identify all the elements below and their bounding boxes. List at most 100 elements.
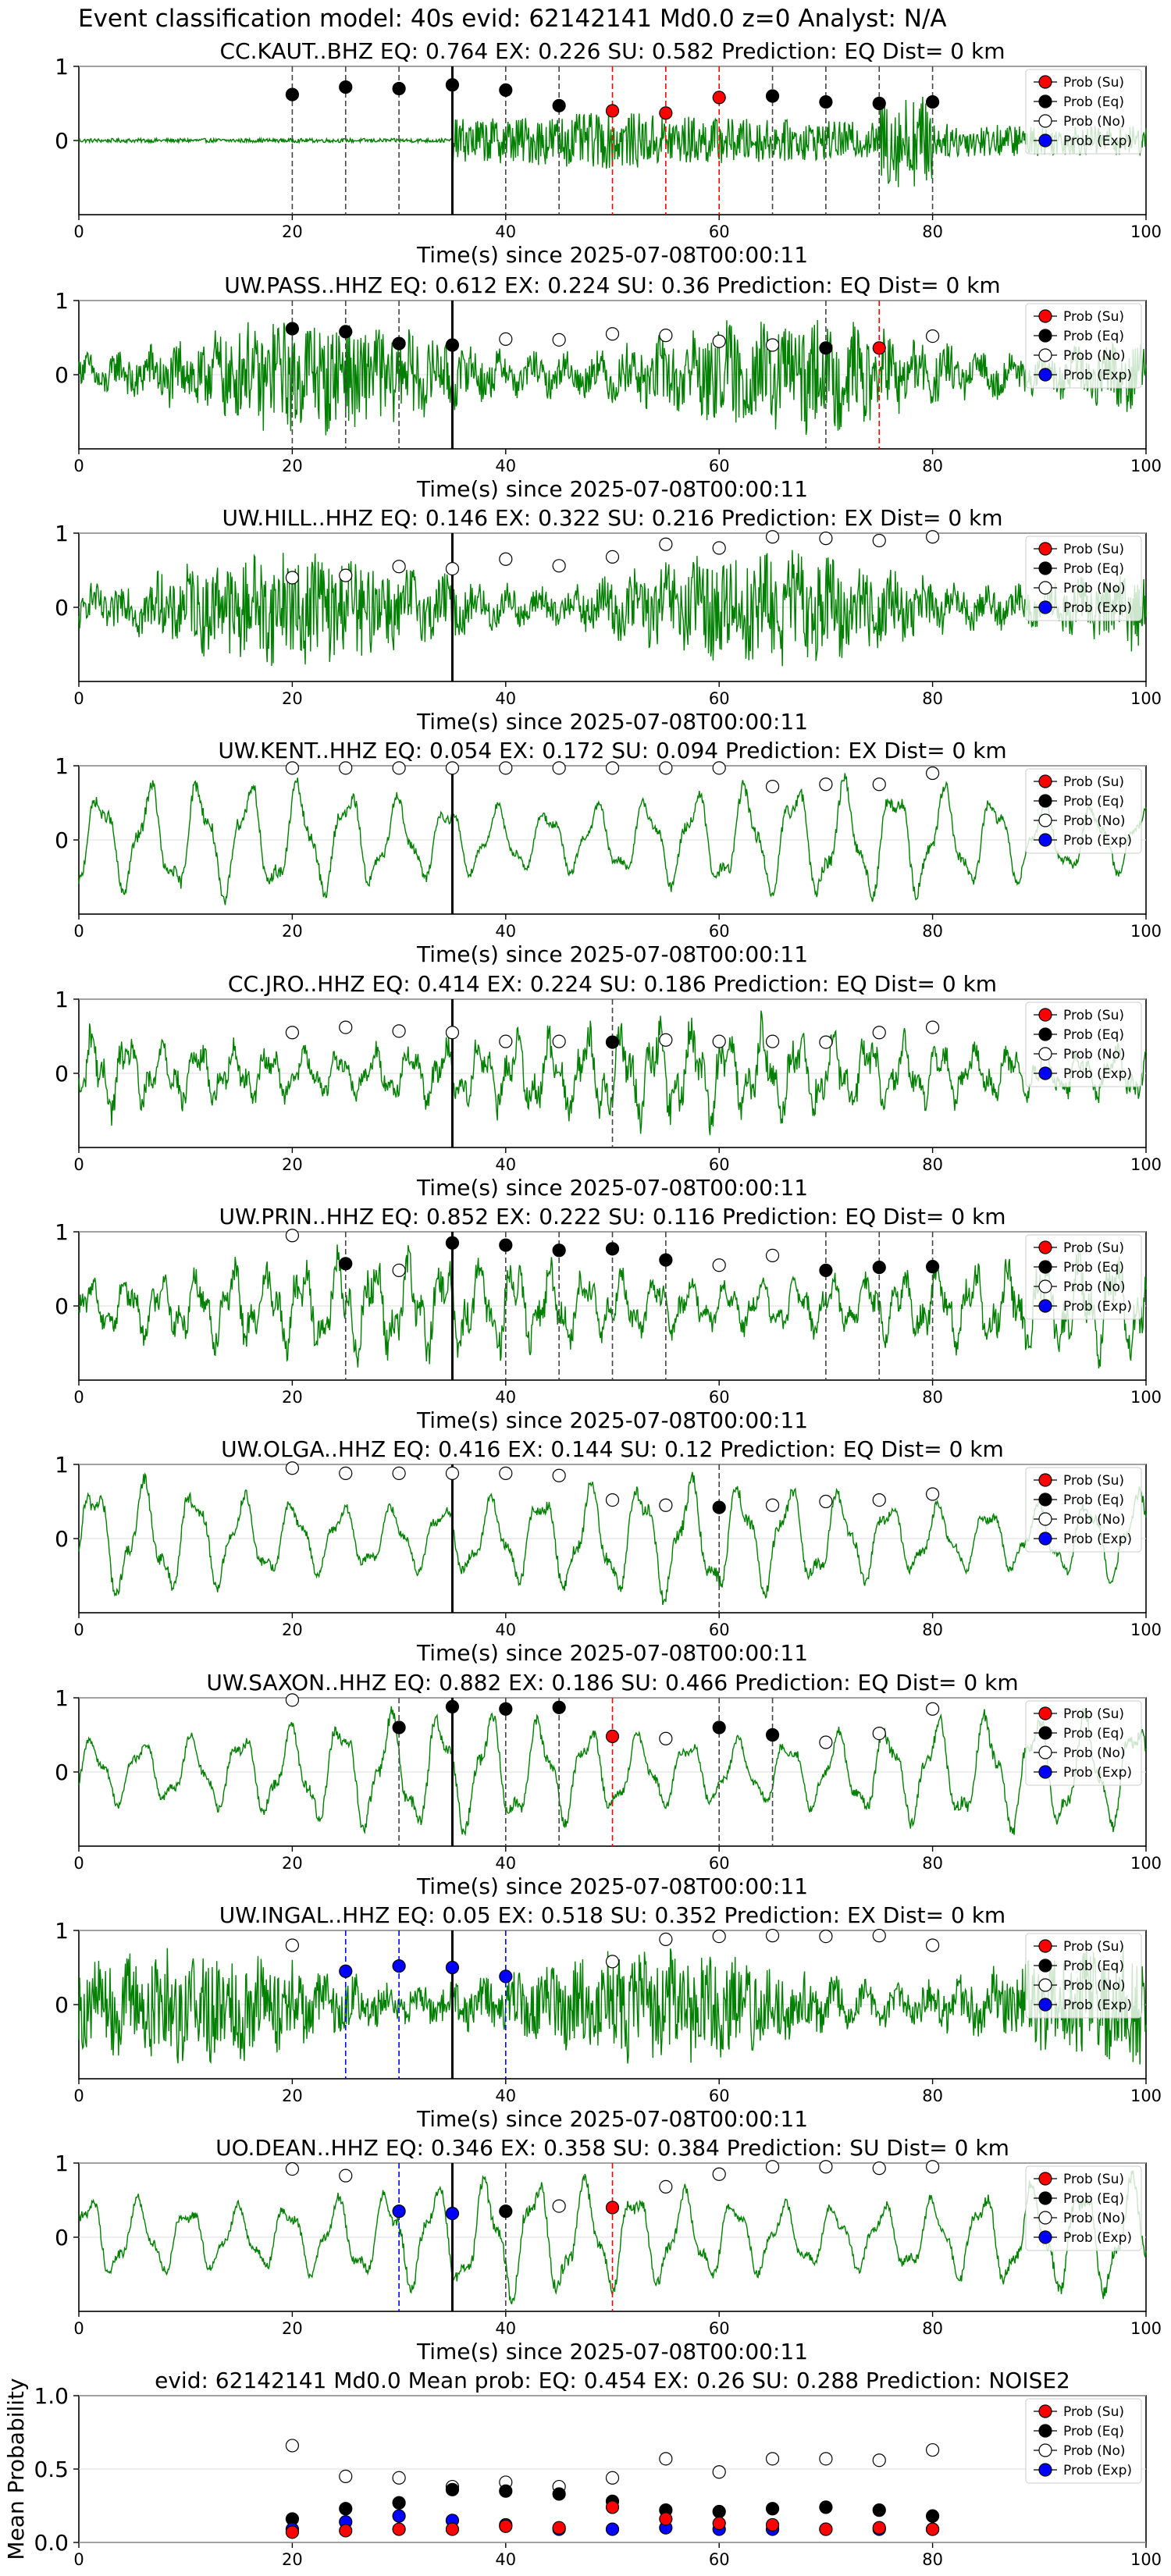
x-tick-label: 0 bbox=[73, 922, 84, 941]
x-axis-label: Time(s) since 2025-07-08T00:00:11 bbox=[416, 709, 808, 735]
panel-title: UW.HILL..HHZ EQ: 0.146 EX: 0.322 SU: 0.2… bbox=[222, 505, 1002, 531]
prob-point-no bbox=[285, 1229, 299, 1243]
legend-label-su: Prob (Su) bbox=[1063, 309, 1124, 325]
x-tick-label: 40 bbox=[495, 1621, 516, 1639]
prob-point-no bbox=[339, 761, 353, 775]
prob-point-no bbox=[659, 329, 673, 343]
prob-point-eq bbox=[499, 83, 513, 98]
prob-point-eq bbox=[285, 87, 299, 101]
legend: Prob (Su) Prob (Eq) Prob (No) Prob (Exp) bbox=[1025, 1933, 1142, 2019]
x-tick-label: 100 bbox=[1130, 1621, 1162, 1639]
legend-marker-exp bbox=[1038, 1765, 1052, 1779]
prob-point-no bbox=[605, 761, 620, 775]
prob-point-eq bbox=[499, 1702, 513, 1716]
legend-marker-su bbox=[1038, 1473, 1052, 1487]
prob-point-no bbox=[925, 1938, 940, 1952]
x-tick-label: 40 bbox=[495, 1854, 516, 1873]
y-tick-label: 1 bbox=[55, 1918, 69, 1944]
mean-point-no bbox=[605, 2471, 620, 2485]
x-tick-label: 80 bbox=[922, 689, 943, 708]
panel-title: UW.PASS..HHZ EQ: 0.612 EX: 0.224 SU: 0.3… bbox=[224, 272, 1000, 298]
prob-point-no bbox=[285, 571, 299, 585]
x-tick-label: 60 bbox=[709, 457, 730, 475]
prob-point-no bbox=[392, 560, 406, 574]
mean-point-eq bbox=[552, 2487, 566, 2501]
x-tick-label: 80 bbox=[922, 457, 943, 475]
mean-point-eq bbox=[499, 2484, 513, 2498]
prob-point-no bbox=[552, 2199, 566, 2213]
legend: Prob (Su) Prob (Eq) Prob (No) Prob (Exp) bbox=[1025, 535, 1142, 621]
legend-label-no: Prob (No) bbox=[1063, 1047, 1126, 1062]
prob-point-no bbox=[285, 1461, 299, 1475]
prob-point-no bbox=[605, 550, 620, 564]
y-tick-label: 0 bbox=[55, 128, 69, 154]
y-tick-label: 0 bbox=[55, 1293, 69, 1319]
mean-point-no bbox=[659, 2452, 673, 2466]
legend-label-no: Prob (No) bbox=[1063, 1978, 1126, 1994]
legend-frame bbox=[1025, 535, 1142, 621]
x-tick-label: 100 bbox=[1130, 1388, 1162, 1407]
mean-point-exp bbox=[392, 2509, 406, 2523]
legend-marker-eq bbox=[1038, 1493, 1052, 1507]
prob-point-no bbox=[659, 1033, 673, 1047]
legend: Prob (Su) Prob (Eq) Prob (No) Prob (Exp) bbox=[1025, 2165, 1142, 2251]
prob-point-no bbox=[552, 1468, 566, 1482]
panel-title: UO.DEAN..HHZ EQ: 0.346 EX: 0.358 SU: 0.3… bbox=[215, 2135, 1009, 2161]
prob-point-eq bbox=[445, 1699, 460, 1713]
legend-marker-no bbox=[1038, 1978, 1052, 1992]
legend-marker-su bbox=[1038, 75, 1052, 89]
mean-point-no bbox=[392, 2471, 406, 2485]
x-tick-label: 80 bbox=[922, 1621, 943, 1639]
panel-title: CC.KAUT..BHZ EQ: 0.764 EX: 0.226 SU: 0.5… bbox=[219, 38, 1005, 64]
x-tick-label: 40 bbox=[495, 2319, 516, 2338]
prob-point-no bbox=[925, 1020, 940, 1034]
prob-point-no bbox=[872, 1026, 886, 1040]
x-tick-label: 40 bbox=[495, 922, 516, 941]
prob-point-eq bbox=[925, 95, 940, 109]
legend-label-eq: Prob (Eq) bbox=[1063, 1493, 1124, 1508]
x-tick-label: 0 bbox=[73, 1854, 84, 1873]
prob-point-su bbox=[712, 91, 726, 105]
prob-point-no bbox=[659, 1498, 673, 1512]
prob-point-no bbox=[285, 761, 299, 775]
legend-label-exp: Prob (Exp) bbox=[1063, 1066, 1132, 1082]
prob-point-no bbox=[659, 1731, 673, 1745]
legend-label-exp: Prob (Exp) bbox=[1063, 2463, 1132, 2478]
prob-point-no bbox=[765, 530, 780, 544]
legend-label-su: Prob (Su) bbox=[1063, 2172, 1124, 2187]
legend-label-exp: Prob (Exp) bbox=[1063, 368, 1132, 383]
legend-marker-exp bbox=[1038, 1532, 1052, 1546]
x-axis-label: Time(s) since 2025-07-08T00:00:11 bbox=[416, 1407, 808, 1433]
legend-frame bbox=[1025, 768, 1142, 854]
panel-title: CC.JRO..HHZ EQ: 0.414 EX: 0.224 SU: 0.18… bbox=[228, 971, 997, 997]
legend-label-eq: Prob (Eq) bbox=[1063, 94, 1124, 110]
prob-point-no bbox=[552, 1034, 566, 1048]
prob-point-no bbox=[499, 761, 513, 775]
x-tick-label: 20 bbox=[282, 457, 303, 475]
prob-point-no bbox=[925, 530, 940, 544]
x-tick-label: 60 bbox=[709, 2087, 730, 2105]
legend-label-no: Prob (No) bbox=[1063, 2443, 1126, 2459]
mean-point-eq bbox=[392, 2496, 406, 2510]
prob-point-no bbox=[872, 2161, 886, 2176]
panel-title: UW.KENT..HHZ EQ: 0.054 EX: 0.172 SU: 0.0… bbox=[218, 738, 1006, 763]
x-tick-label: 80 bbox=[922, 1155, 943, 1174]
prob-point-no bbox=[339, 1020, 353, 1034]
prob-point-no bbox=[872, 1493, 886, 1507]
prob-point-eq bbox=[339, 80, 353, 94]
x-tick-label: 40 bbox=[495, 689, 516, 708]
prob-point-no bbox=[712, 2167, 726, 2181]
legend-label-eq: Prob (Eq) bbox=[1063, 1726, 1124, 1742]
legend-frame bbox=[1025, 1933, 1142, 2019]
mean-point-su bbox=[712, 2516, 726, 2531]
legend-marker-su bbox=[1038, 1008, 1052, 1022]
legend-marker-eq bbox=[1038, 329, 1052, 343]
prob-point-eq bbox=[552, 98, 566, 112]
legend: Prob (Su) Prob (Eq) Prob (No) Prob (Exp) bbox=[1025, 1700, 1142, 1786]
mean-point-su bbox=[872, 2521, 886, 2535]
prob-point-eq bbox=[872, 96, 886, 111]
legend-marker-exp bbox=[1038, 1998, 1052, 2012]
mean-point-no bbox=[925, 2443, 940, 2457]
legend: Prob (Su) Prob (Eq) Prob (No) Prob (Exp) bbox=[1025, 1234, 1142, 1320]
